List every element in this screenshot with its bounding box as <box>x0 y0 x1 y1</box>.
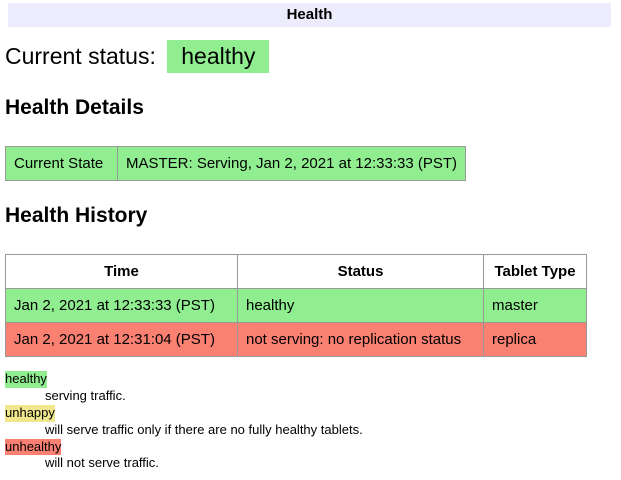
status-legend: healthy serving traffic. unhappy will se… <box>5 371 616 472</box>
current-status-label: Current status: <box>5 43 156 69</box>
legend-description-healthy: serving traffic. <box>45 387 126 403</box>
history-tablet-type-cell: master <box>483 288 587 323</box>
history-tablet-type-cell: replica <box>483 322 587 357</box>
legend-term: unhealthy <box>5 438 616 456</box>
table-row: Current State MASTER: Serving, Jan 2, 20… <box>5 146 466 181</box>
current-state-value-cell: MASTER: Serving, Jan 2, 2021 at 12:33:33… <box>117 146 466 181</box>
current-state-label-cell: Current State <box>5 146 118 181</box>
table-header-row: Time Status Tablet Type <box>5 254 587 289</box>
table-row: Jan 2, 2021 at 12:31:04 (PST) not servin… <box>5 322 587 357</box>
legend-term: unhappy <box>5 404 616 422</box>
column-header-time: Time <box>5 254 238 289</box>
current-status-line: Current status: healthy <box>5 40 616 73</box>
history-status-cell: not serving: no replication status <box>237 322 484 357</box>
legend-term: healthy <box>5 371 616 388</box>
legend-term-unhealthy: unhealthy <box>5 438 62 456</box>
history-time-cell: Jan 2, 2021 at 12:33:33 (PST) <box>5 288 238 323</box>
page-title: Health <box>286 6 333 23</box>
legend-term-unhappy: unhappy <box>5 404 55 422</box>
main-content: Current status: healthy Health Details C… <box>5 40 616 472</box>
legend-term-healthy: healthy <box>5 371 47 388</box>
legend-description-unhealthy: will not serve traffic. <box>45 455 159 471</box>
table-row: Jan 2, 2021 at 12:33:33 (PST) healthy ma… <box>5 288 587 323</box>
history-status-cell: healthy <box>237 288 484 323</box>
column-header-status: Status <box>237 254 484 289</box>
legend-description-unhappy: will serve traffic only if there are no … <box>45 421 363 437</box>
health-history-table: Time Status Tablet Type Jan 2, 2021 at 1… <box>5 254 587 357</box>
column-header-tablet-type: Tablet Type <box>483 254 587 289</box>
current-status-badge: healthy <box>167 40 270 73</box>
health-history-heading: Health History <box>5 204 148 227</box>
health-details-heading: Health Details <box>5 96 144 119</box>
health-details-table: Current State MASTER: Serving, Jan 2, 20… <box>5 146 466 181</box>
history-time-cell: Jan 2, 2021 at 12:31:04 (PST) <box>5 322 238 357</box>
page-header: Health <box>8 3 611 27</box>
